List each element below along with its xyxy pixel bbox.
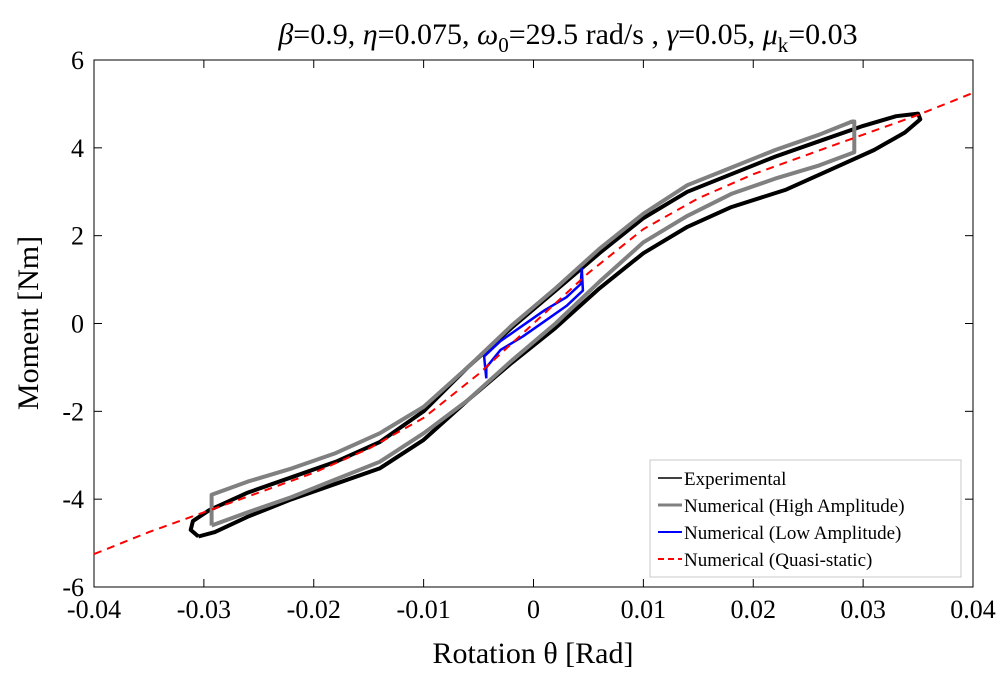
legend-label: Numerical (Low Amplitude)	[684, 523, 901, 544]
title-part: β	[277, 18, 293, 51]
series-line-1	[188, 111, 923, 539]
y-tick-label: -4	[62, 485, 84, 514]
legend-label: Experimental	[684, 469, 786, 490]
y-tick-label: 0	[71, 310, 84, 339]
y-tick-label: 6	[71, 46, 84, 75]
title-part: =0.03	[788, 18, 857, 51]
legend-label: Numerical (High Amplitude)	[684, 496, 905, 517]
title-part: η	[363, 18, 378, 51]
series-line-3	[482, 267, 585, 379]
title-part: k	[778, 33, 789, 57]
title-part: ω	[477, 18, 498, 51]
y-tick-label: 4	[71, 134, 84, 163]
x-tick-label: -0.02	[287, 595, 341, 624]
y-axis-ticks: -6 -4 -2 0 2 4 6	[62, 46, 973, 602]
series-layer	[93, 91, 974, 556]
title-part: 0	[498, 33, 509, 57]
y-axis-label: Moment [Nm]	[12, 236, 45, 410]
x-tick-label: 0.04	[950, 595, 996, 624]
title-part: =0.05,	[678, 18, 762, 51]
x-tick-label: 0	[527, 595, 540, 624]
title-part: γ	[666, 18, 679, 51]
y-tick-label: -2	[62, 397, 84, 426]
legend-box	[649, 459, 962, 578]
x-axis-ticks: -0.04 -0.03 -0.02 -0.01 0 0.01 0.02 0.03 0.04	[67, 60, 996, 624]
x-axis-label: Rotation θ [Rad]	[432, 637, 633, 670]
chart-title: β=0.9, η=0.075, ω0=29.5 rad/s , γ=0.05, …	[277, 18, 857, 57]
legend-label: Numerical (Quasi-static)	[684, 550, 872, 571]
series-line-2	[209, 119, 857, 528]
y-tick-label: -6	[62, 573, 84, 602]
series-line-4	[93, 91, 974, 556]
legend: Experimental Numerical (High Amplitude) Nu…	[649, 459, 962, 578]
y-tick-label: 2	[71, 222, 84, 251]
x-tick-label: 0.03	[840, 595, 886, 624]
x-tick-label: 0.02	[731, 595, 777, 624]
x-tick-label: -0.03	[177, 595, 231, 624]
title-part: =29.5 rad/s ,	[509, 18, 667, 51]
x-tick-label: -0.01	[397, 595, 451, 624]
title-part: =0.9,	[293, 18, 362, 51]
title-part: =0.075,	[378, 18, 477, 51]
x-tick-label: -0.04	[67, 595, 121, 624]
x-tick-label: 0.01	[621, 595, 667, 624]
title-part: μ	[762, 18, 778, 51]
